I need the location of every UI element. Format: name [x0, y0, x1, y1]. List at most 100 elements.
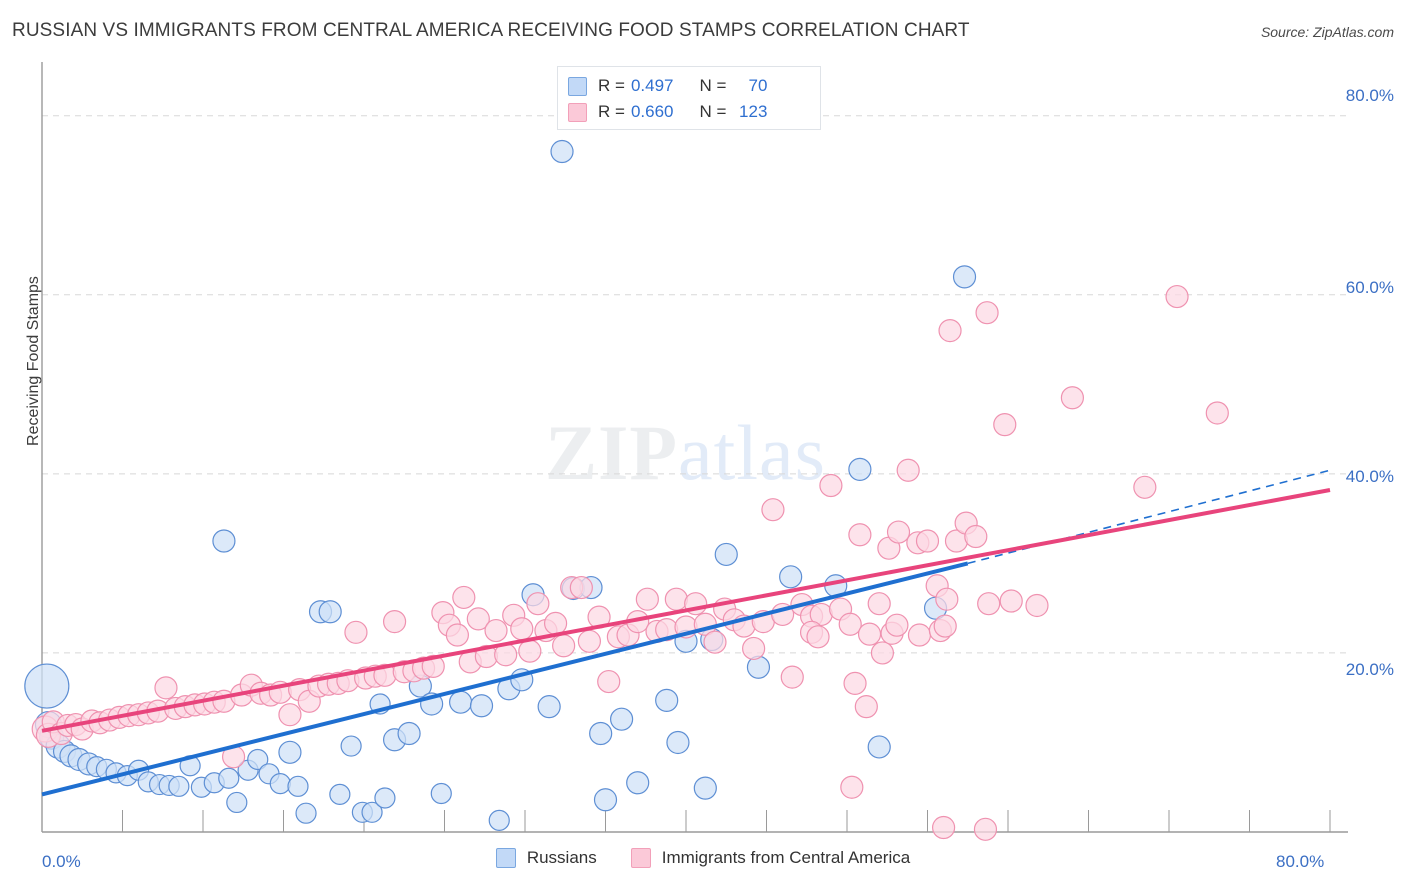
data-point	[915, 529, 940, 553]
source-attribution: Source: ZipAtlas.com	[1260, 24, 1394, 40]
data-point	[543, 611, 568, 635]
gridlines	[42, 115, 1348, 654]
blue-n-label: N =	[699, 76, 727, 95]
data-point	[838, 612, 862, 636]
legend-item-russians[interactable]: Russians	[495, 848, 597, 868]
data-point	[340, 735, 362, 757]
data-point	[870, 641, 895, 665]
data-point	[361, 801, 383, 823]
data-point	[295, 802, 317, 824]
trendlines	[41, 469, 1331, 797]
data-point	[218, 767, 240, 789]
data-point	[885, 613, 909, 637]
data-point	[469, 694, 494, 718]
data-point	[635, 587, 659, 611]
data-point	[896, 458, 920, 482]
data-point	[269, 773, 291, 795]
legend-item-immigrants[interactable]: Immigrants from Central America	[630, 848, 911, 868]
pink-r-value: 0.660	[630, 102, 674, 121]
data-point	[374, 787, 396, 809]
data-point	[938, 319, 962, 343]
data-point	[993, 413, 1017, 437]
data-point	[518, 639, 542, 663]
data-point	[848, 457, 872, 481]
x-tick-label-0: 0.0%	[42, 852, 81, 871]
correlation-stats-box: R = 0.497 N = 70 R = 0.660 N = 123	[557, 66, 821, 130]
y-tick-label-60: 60.0%	[1345, 278, 1394, 297]
data-point	[344, 620, 368, 644]
data-point	[742, 636, 766, 661]
data-point	[154, 676, 178, 700]
data-point	[1205, 401, 1229, 425]
data-point	[589, 721, 613, 746]
data-point	[397, 721, 421, 746]
data-point	[577, 629, 602, 653]
data-point	[806, 625, 830, 649]
data-point	[421, 654, 445, 678]
data-point	[780, 665, 804, 689]
data-point	[819, 473, 843, 498]
axes	[41, 62, 1348, 833]
trendline-russians	[41, 561, 969, 797]
data-point	[430, 782, 452, 805]
pink-r-label: R =	[598, 102, 625, 121]
chart-legend: Russians Immigrants from Central America	[0, 848, 1406, 868]
data-point	[488, 809, 510, 831]
y-tick-label-80: 80.0%	[1345, 86, 1394, 105]
data-point	[452, 585, 476, 610]
pink-n-value: 123	[739, 102, 768, 121]
y-tick-label-40: 40.0%	[1345, 467, 1394, 486]
legend-label-russians: Russians	[526, 848, 597, 867]
data-point	[1025, 593, 1049, 618]
immigrants-swatch-icon	[568, 102, 587, 122]
data-point	[484, 618, 508, 643]
page-title: RUSSIAN VS IMMIGRANTS FROM CENTRAL AMERI…	[12, 20, 970, 41]
data-point	[329, 783, 351, 805]
data-point	[935, 587, 959, 611]
data-point	[1165, 284, 1189, 309]
series-points-immigrants	[31, 284, 1229, 841]
data-point	[655, 688, 679, 712]
data-point	[1060, 386, 1085, 410]
data-point	[212, 529, 236, 553]
data-point	[664, 587, 688, 611]
data-point	[278, 703, 302, 727]
data-point	[952, 265, 977, 289]
data-point	[840, 775, 864, 799]
data-point	[779, 565, 803, 589]
data-point	[550, 139, 574, 164]
data-point	[597, 669, 621, 694]
data-point	[445, 623, 469, 647]
data-point	[449, 690, 473, 714]
data-point	[278, 740, 302, 764]
series-points-russians	[24, 139, 977, 831]
data-point	[714, 542, 738, 567]
legend-label-immigrants: Immigrants from Central America	[661, 848, 911, 867]
data-point	[867, 735, 891, 759]
data-point	[626, 771, 650, 795]
data-point	[703, 630, 727, 654]
data-point	[1133, 475, 1157, 499]
data-point	[854, 695, 878, 719]
data-point	[666, 730, 690, 755]
data-point	[287, 775, 309, 797]
data-point	[843, 671, 867, 695]
data-point	[999, 589, 1023, 613]
data-point	[975, 301, 999, 325]
data-point	[907, 623, 932, 647]
stat-row-immigrants: R = 0.660 N = 123	[568, 99, 810, 125]
data-point	[964, 524, 988, 549]
data-point	[382, 609, 407, 634]
data-point	[593, 788, 618, 812]
data-point	[973, 817, 998, 841]
trendline-immigrants	[41, 488, 1331, 733]
data-point	[933, 614, 957, 638]
data-point	[931, 815, 956, 840]
data-point	[466, 607, 490, 631]
data-point	[609, 707, 634, 731]
data-point	[867, 592, 891, 616]
data-point	[552, 634, 576, 658]
data-point	[537, 695, 561, 719]
data-point	[977, 592, 1001, 616]
